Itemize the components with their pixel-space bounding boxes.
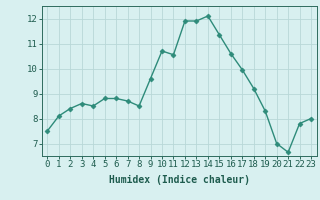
X-axis label: Humidex (Indice chaleur): Humidex (Indice chaleur) — [109, 175, 250, 185]
